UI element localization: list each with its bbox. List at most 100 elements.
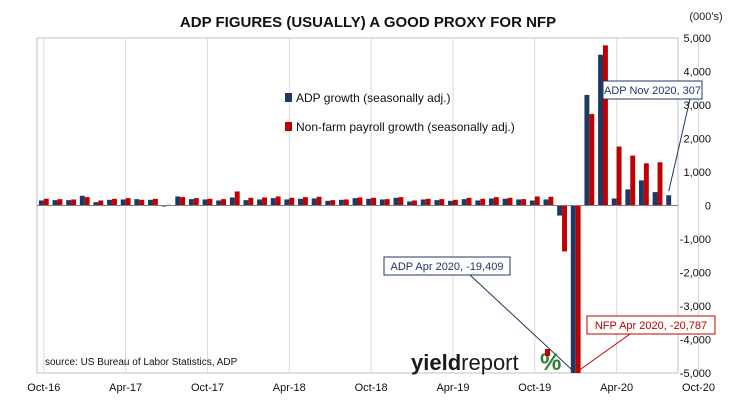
adp-bar: [488, 198, 494, 206]
y-tick-label: 1,000: [683, 167, 711, 179]
nfp-bar: [262, 197, 267, 206]
x-tick-label: Apr-19: [436, 382, 469, 394]
legend-swatch-nfp: [285, 122, 292, 131]
nfp-bar: [289, 197, 295, 206]
nfp-bar: [125, 198, 131, 206]
adp-bar: [325, 200, 331, 206]
adp-bar: [379, 199, 385, 206]
adp-bar: [284, 199, 290, 206]
adp-bar: [229, 197, 235, 206]
adp-bar: [257, 199, 263, 206]
y-tick-label: 5,000: [683, 33, 711, 45]
nfp-bar: [575, 205, 581, 373]
nfp-bar: [507, 197, 513, 206]
annotation-nfp-apr-2020: NFP Apr 2020, -20,787: [577, 315, 716, 372]
y-tick-label: -1,000: [680, 234, 711, 246]
annotation-text: NFP Apr 2020, -20,787: [595, 320, 707, 332]
annotation-box: [586, 315, 716, 335]
annotation-leader-line: [469, 274, 574, 372]
nfp-bar: [343, 199, 349, 206]
nfp-bar: [234, 191, 240, 206]
nfp-bar: [425, 198, 431, 206]
nfp-bar: [275, 196, 281, 206]
legend-label-nfp: Non-farm payroll growth (seasonally adj.…: [296, 120, 515, 134]
nfp-bar: [548, 196, 554, 206]
y-tick-label: 3,000: [683, 100, 711, 112]
adp-bar: [407, 201, 413, 206]
nfp-bar: [384, 199, 390, 206]
adp-bar: [652, 192, 658, 206]
nfp-bar: [139, 199, 145, 206]
y-tick-label: 2,000: [683, 134, 711, 146]
adp-bar: [611, 198, 617, 206]
adp-bar: [461, 199, 467, 206]
y-tick-label: 4,000: [683, 67, 711, 79]
adp-bar: [66, 200, 72, 206]
yieldreport-logo: yieldreport %: [411, 349, 561, 376]
adp-bar: [638, 180, 644, 206]
adp-bar: [298, 198, 303, 206]
nfp-bar: [616, 146, 622, 206]
annotation-box: [602, 80, 703, 100]
adp-bar: [557, 205, 563, 216]
chart-title: ADP FIGURES (USUALLY) A GOOD PROXY FOR N…: [180, 14, 556, 31]
adp-bar: [107, 199, 113, 206]
adp-bar: [243, 200, 249, 206]
x-tick-label: Oct-17: [191, 382, 224, 394]
x-tick-label: Oct-19: [518, 382, 551, 394]
adp-bar: [79, 195, 85, 206]
adp-bar: [338, 199, 344, 206]
y-tick-label: -4,000: [680, 335, 711, 347]
annotation-box: [383, 256, 511, 276]
nfp-bar: [302, 197, 308, 206]
adp-bar: [598, 54, 603, 206]
adp-bar: [448, 200, 453, 206]
adp-bar: [93, 202, 99, 206]
logo-percent-symbol: %: [540, 349, 561, 376]
adp-bar: [148, 199, 153, 206]
adp-bar: [202, 199, 208, 206]
nfp-bar: [493, 197, 499, 206]
adp-bar: [175, 196, 181, 206]
adp-bar: [38, 200, 44, 206]
legend-label-adp: ADP growth (seasonally adj.): [296, 91, 451, 105]
nfp-bar: [207, 198, 213, 206]
nfp-bar: [57, 199, 63, 206]
annotation-adp-apr-2020: ADP Apr 2020, -19,409: [383, 256, 574, 372]
x-tick-label: Oct-16: [27, 382, 60, 394]
nfp-bar: [84, 197, 90, 206]
legend-swatch-adp: [285, 93, 292, 102]
nfp-bar: [152, 198, 158, 206]
adp-bar: [366, 198, 372, 206]
annotation-text: ADP Apr 2020, -19,409: [391, 261, 504, 273]
y-tick-label: -2,000: [680, 268, 711, 280]
y-tick-label: -5,000: [680, 368, 711, 380]
adp-bar: [434, 200, 440, 206]
adp-bar: [420, 199, 426, 206]
nfp-bar: [98, 200, 104, 206]
nfp-bar: [602, 45, 608, 206]
nfp-bar: [452, 199, 458, 206]
nfp-bar: [534, 196, 540, 206]
annotation-leader-line: [668, 98, 691, 192]
nfp-bar: [71, 199, 77, 206]
nfp-bar: [357, 197, 363, 206]
adp-bar: [188, 199, 194, 206]
annotation-leader-line: [577, 333, 631, 372]
adp-bar: [270, 198, 276, 206]
adp-bar: [516, 199, 522, 206]
adp-bar: [570, 205, 576, 373]
adp-bar: [625, 189, 631, 206]
nfp-bar: [412, 200, 417, 206]
adp-bar: [393, 197, 399, 206]
nfp-bar: [466, 197, 472, 206]
unit-label: (000's): [689, 11, 722, 23]
adp-bar: [352, 198, 358, 206]
adp-bar: [120, 199, 126, 206]
logo-accent-bar: [545, 349, 550, 356]
logo-word-yield: yield: [411, 350, 461, 375]
adp-bar: [666, 195, 672, 206]
x-tick-label: Oct-20: [682, 382, 715, 394]
